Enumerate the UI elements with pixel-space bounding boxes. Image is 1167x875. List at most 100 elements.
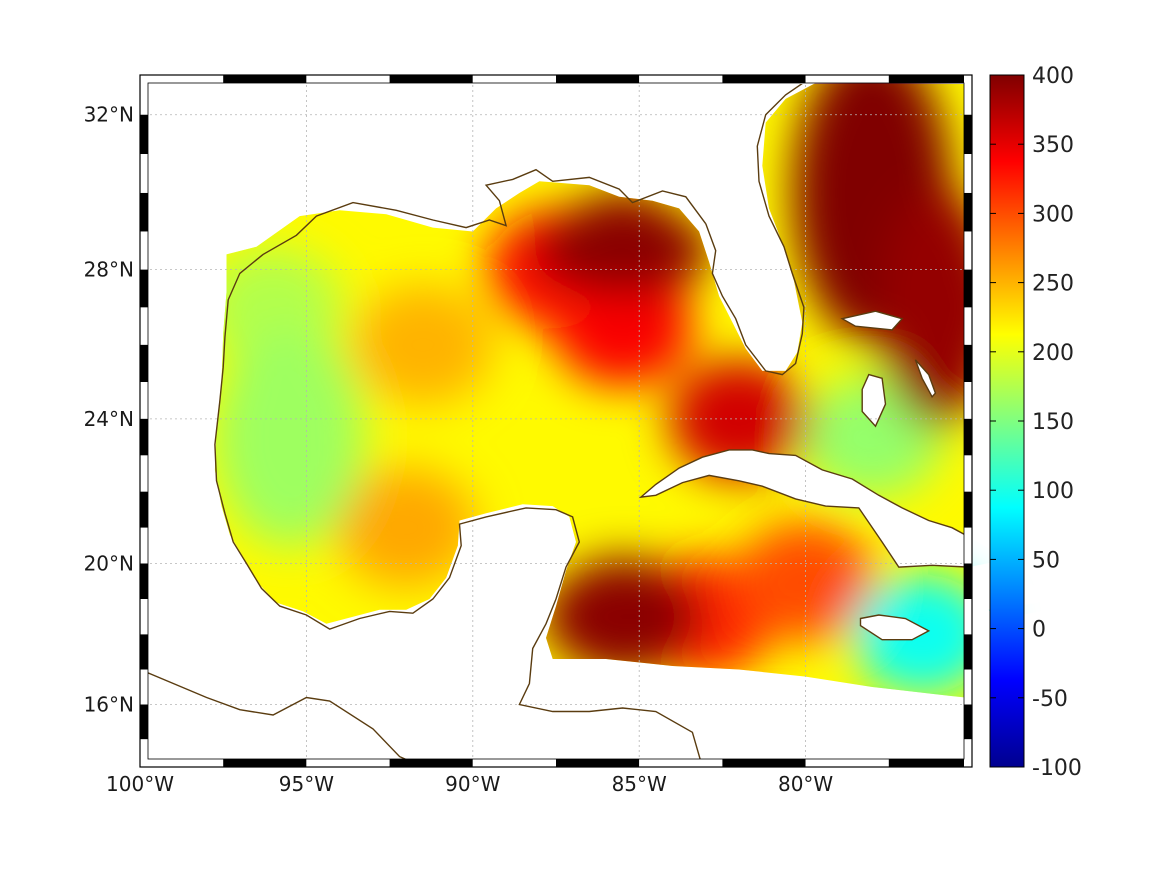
frame-segment-left: [140, 634, 148, 670]
frame-segment-bottom: [888, 759, 972, 767]
frame-segment-left: [140, 418, 148, 456]
frame-segment-bottom: [472, 759, 556, 767]
frame-segment-left: [140, 669, 148, 705]
map-frame-border: [139, 74, 973, 768]
frame-segment-right: [964, 231, 972, 270]
field-region-atlantic-east-extent: [878, 187, 999, 428]
frame-segment-bottom: [389, 759, 473, 767]
field-region-caribbean-yucatan-extent: [542, 561, 703, 672]
frame-outline: [139, 74, 973, 768]
field-region-west-eddy: [336, 467, 477, 588]
frame-segment-left: [140, 192, 148, 232]
frame-segment-left: [140, 382, 148, 419]
frame-segment-top: [223, 75, 307, 83]
latitude-label: 20°N: [84, 551, 134, 575]
field-region-west-gulf-basin-extent: [214, 327, 365, 548]
frame-segment-right: [964, 739, 972, 767]
coastline: [148, 84, 964, 760]
eleuthera-coastline: [914, 359, 937, 399]
gulf-coastline: [214, 168, 707, 760]
frame-segment-bottom: [140, 759, 224, 767]
latitude-label: 28°N: [84, 258, 134, 282]
frame-segment-top: [722, 75, 806, 83]
frame-segment-left: [140, 491, 148, 528]
frame-segment-left: [140, 527, 148, 564]
latitude-label: 24°N: [84, 407, 134, 431]
frame-segment-bottom: [722, 759, 806, 767]
frame-segment-right: [964, 634, 972, 670]
frame-segment-right: [964, 154, 972, 193]
frame-segment-top: [140, 75, 224, 83]
frame-segment-right: [964, 669, 972, 705]
frame-segment-bottom: [556, 759, 640, 767]
frame-segment-right: [964, 307, 972, 345]
field-region-central-gulf: [352, 284, 493, 405]
colorbar-tick-label: 250: [1032, 272, 1074, 297]
colorbar-tick-label: 50: [1032, 548, 1060, 573]
frame-segment-top: [389, 75, 473, 83]
latitude-label: 16°N: [84, 693, 134, 717]
cuba-coastline: [638, 449, 964, 568]
colorbar-tick-label: 0: [1032, 618, 1046, 643]
frame-segment-right: [964, 269, 972, 308]
frame-segment-left: [140, 599, 148, 635]
colorbar-tick-label: 400: [1032, 64, 1074, 89]
latitude-tick-labels: 32°N 28°N 24°N 20°N 16°N: [84, 103, 134, 717]
frame-segment-top: [805, 75, 889, 83]
frame-segment-left: [140, 307, 148, 345]
frame-segment-right: [964, 344, 972, 383]
sea-level-anomaly-field: [214, 83, 1009, 698]
florida-east-coastline: [705, 84, 805, 376]
frame-segment-top: [888, 75, 972, 83]
frame-segment-right: [964, 455, 972, 492]
longitude-label: 85°W: [612, 772, 667, 796]
frame-segment-left: [140, 269, 148, 308]
colorbar-tick-label: 200: [1032, 341, 1074, 366]
frame-segment-right: [964, 114, 972, 155]
frame-segment-top: [472, 75, 556, 83]
longitude-label: 90°W: [445, 772, 500, 796]
frame-segment-left: [140, 114, 148, 155]
colorbar-tick-label: 100: [1032, 479, 1074, 504]
frame-segment-right: [964, 418, 972, 456]
colorbar-tick-label: 300: [1032, 202, 1074, 227]
longitude-label: 100°W: [106, 772, 174, 796]
jamaica-coastline: [859, 614, 931, 641]
frame-segment-left: [140, 75, 148, 115]
longitude-tick-labels: 100°W 95°W 90°W 85°W 80°W: [106, 772, 833, 796]
frame-segment-right: [964, 382, 972, 419]
colorbar-tick-label: 150: [1032, 410, 1074, 435]
field-region-straits-eddy: [669, 358, 809, 479]
frame-segment-left: [140, 231, 148, 270]
frame-segment-top: [639, 75, 723, 83]
frame-segment-bottom: [639, 759, 723, 767]
frame-segment-bottom: [306, 759, 390, 767]
colorbar-tick-label: 350: [1032, 133, 1074, 158]
latitude-label: 32°N: [84, 103, 134, 127]
andros-coastline: [861, 373, 887, 428]
longitude-label: 95°W: [279, 772, 334, 796]
frame-segment-right: [964, 599, 972, 635]
graticule-grid: [148, 84, 964, 760]
field-region-loop-current-north-extent: [532, 205, 713, 296]
frame-segment-left: [140, 739, 148, 767]
longitude-label: 80°W: [778, 772, 833, 796]
abaco-coastline: [840, 310, 904, 331]
frame-inner-outline: [147, 82, 965, 760]
frame-segment-right: [964, 491, 972, 528]
frame-segment-right: [964, 527, 972, 564]
pacific-coastline: [148, 672, 409, 760]
colorbar: 400 350 300 250 200 150 100 50 0 -50 -100: [989, 64, 1082, 781]
frame-segment-right: [964, 563, 972, 600]
colorbar-tick-label: -100: [1032, 756, 1082, 781]
frame-segment-left: [140, 344, 148, 383]
frame-segment-right: [964, 192, 972, 232]
frame-segment-bottom: [223, 759, 307, 767]
colorbar-ticks: 400 350 300 250 200 150 100 50 0 -50 -100: [990, 64, 1082, 781]
frame-segment-bottom: [805, 759, 889, 767]
frame-segment-left: [140, 154, 148, 193]
frame-segment-left: [140, 704, 148, 740]
frame-segment-top: [556, 75, 640, 83]
frame-segment-right: [964, 704, 972, 740]
